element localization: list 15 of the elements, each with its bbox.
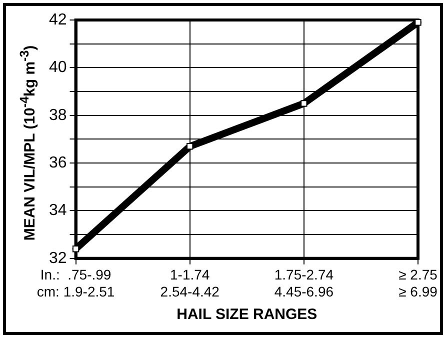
y-tick-label: 42	[49, 11, 67, 28]
y-tick-label: 36	[49, 154, 67, 172]
x-tick-label: 1.75-2.74 4.45-6.96	[274, 266, 334, 300]
y-tick-label: 40	[49, 59, 67, 76]
x-tick-label: ≥ 2.75 ≥ 6.99	[398, 266, 438, 300]
y-tick-label: 32	[49, 250, 67, 267]
point	[300, 100, 308, 107]
y-tick-label: 38	[49, 106, 67, 124]
x-tick-label: In.: .75-.99 cm: 1.9-2.51	[36, 266, 115, 300]
x-axis-title: HAIL SIZE RANGES	[176, 306, 318, 324]
x-tick-label: 1-1.74 2.54-4.42	[160, 266, 220, 300]
point	[414, 19, 422, 26]
y-tick-label: 34	[49, 202, 67, 220]
point	[186, 143, 194, 150]
point	[72, 246, 80, 252]
